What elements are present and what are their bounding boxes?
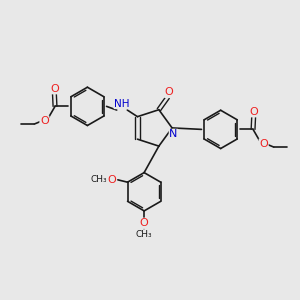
- Text: N: N: [169, 129, 178, 140]
- Text: CH₃: CH₃: [136, 230, 152, 239]
- Text: CH₃: CH₃: [91, 175, 108, 184]
- Text: O: O: [50, 84, 59, 94]
- Text: O: O: [165, 87, 173, 97]
- Text: O: O: [259, 139, 268, 149]
- Text: O: O: [108, 175, 116, 185]
- Text: O: O: [249, 107, 258, 117]
- Text: O: O: [140, 218, 148, 228]
- Text: O: O: [40, 116, 49, 126]
- Text: NH: NH: [114, 99, 130, 109]
